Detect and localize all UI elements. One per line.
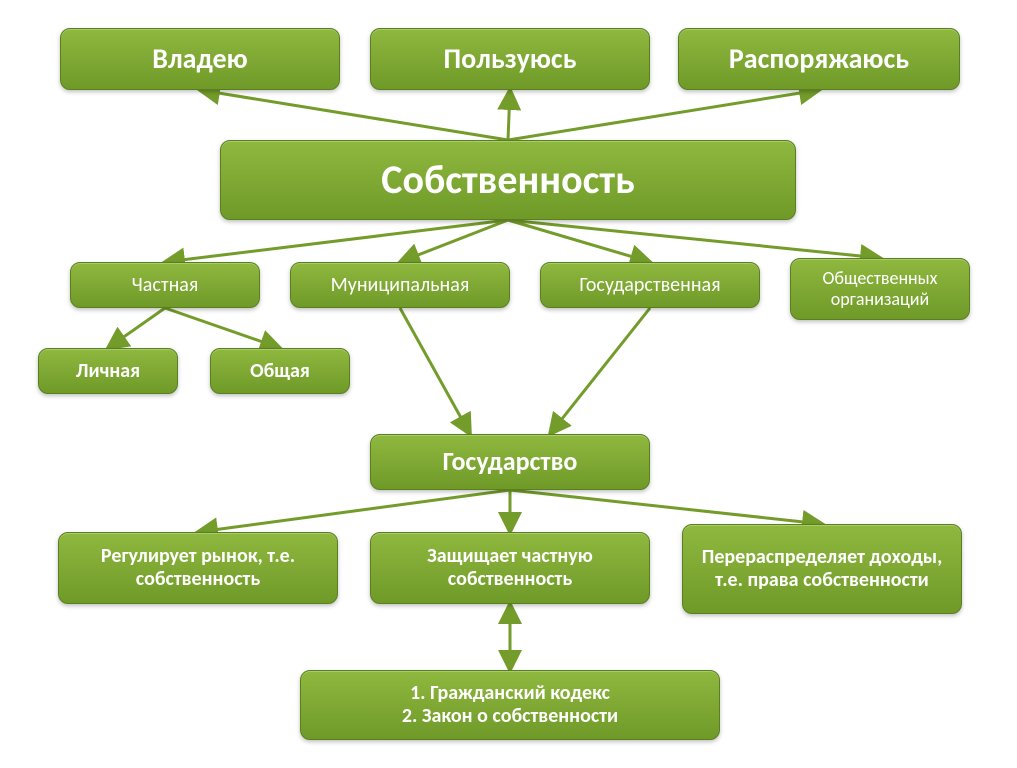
- node-label: Владею: [152, 43, 247, 75]
- node-regulates: Регулирует рынок, т.е. собственность: [58, 532, 338, 604]
- node-state-form: Государственная: [540, 262, 760, 308]
- node-personal: Личная: [38, 348, 178, 394]
- node-government: Государство: [370, 434, 650, 490]
- node-public-org: Общественных организаций: [790, 258, 970, 320]
- node-protects: Защищает частную собственность: [370, 532, 650, 604]
- node-own: Владею: [60, 28, 340, 90]
- node-dispose: Распоряжаюсь: [678, 28, 960, 90]
- node-label: Государственная: [579, 274, 720, 297]
- node-label: Личная: [76, 360, 140, 383]
- node-codes-line-2: 2. Закон о собственности: [402, 705, 618, 728]
- node-redistributes: Перераспределяет доходы, т.е. права собс…: [682, 524, 962, 614]
- node-label: Перераспределяет доходы, т.е. права собс…: [693, 546, 951, 592]
- node-label: Государство: [443, 447, 578, 477]
- node-label: Пользуюсь: [444, 43, 577, 75]
- node-codes-line-1: 1. Гражданский кодекс: [410, 682, 610, 705]
- node-codes: 1. Гражданский кодекс 2. Закон о собстве…: [300, 670, 720, 740]
- node-use: Пользуюсь: [370, 28, 650, 90]
- node-property: Собственность: [220, 140, 796, 220]
- diagram-stage: Владею Пользуюсь Распоряжаюсь Собственно…: [0, 0, 1017, 768]
- node-label: Общественных организаций: [801, 268, 959, 309]
- node-label: Регулирует рынок, т.е. собственность: [69, 545, 327, 591]
- node-municipal: Муниципальная: [290, 262, 510, 308]
- node-label: Муниципальная: [331, 274, 470, 297]
- node-label: Частная: [132, 274, 199, 297]
- node-label: Собственность: [381, 157, 634, 203]
- node-label: Общая: [250, 360, 310, 383]
- node-label: Распоряжаюсь: [729, 43, 909, 75]
- node-label: Защищает частную собственность: [381, 545, 639, 591]
- node-common: Общая: [210, 348, 350, 394]
- node-private: Частная: [70, 262, 260, 308]
